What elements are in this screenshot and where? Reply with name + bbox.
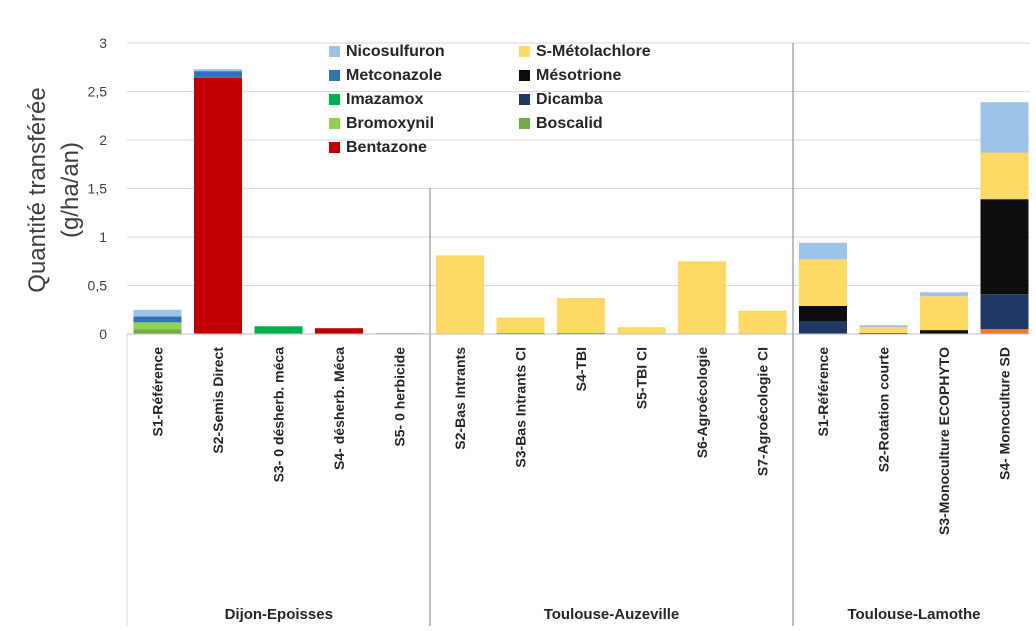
bar-segment-s-m-tolachlore <box>496 317 545 334</box>
legend-swatch <box>519 46 530 57</box>
y-axis-unit-label: (g/ha/an) <box>57 142 84 238</box>
group-label: Toulouse-Lamothe <box>847 606 980 623</box>
y-tick-label: 3 <box>99 35 107 51</box>
x-tick-label: S2-Semis Direct <box>210 347 226 454</box>
x-tick-label: S3- 0 désherb. méca <box>271 347 287 483</box>
x-tick-label: S2-Rotation courte <box>876 347 892 472</box>
bar-segment-nicosulfuron <box>920 292 968 297</box>
legend-swatch <box>329 70 340 81</box>
y-axis-label: Quantité transférée <box>24 87 51 292</box>
bar-segment-dicamba <box>980 294 1029 330</box>
bar-segment-other <box>980 329 1029 334</box>
legend-label: Bentazone <box>346 139 427 156</box>
x-tick-label: S2-Bas Intrants <box>452 347 468 450</box>
y-tick-label: 0 <box>99 326 107 342</box>
bar-segment-metconazole <box>194 71 242 78</box>
bar-segment-s-m-tolachlore <box>557 298 605 334</box>
legend-label: Mésotrione <box>536 67 621 84</box>
x-tick-label: S4- Monoculture SD <box>997 347 1013 480</box>
bar-segment-nicosulfuron <box>194 69 242 72</box>
legend-label: Bromoxynil <box>346 115 434 132</box>
y-tick-label: 0,5 <box>88 278 108 294</box>
x-tick-label: S5- 0 herbicide <box>392 347 408 447</box>
legend-label: Dicamba <box>536 91 603 108</box>
bar-segment-nicosulfuron <box>133 309 182 317</box>
bar-segment-nicosulfuron <box>799 242 847 260</box>
bar-segment-m-sotrione <box>920 330 968 334</box>
legend: Nicosulfuron S-Métolachlore Metconazole Més… <box>329 43 651 156</box>
y-tick-label: 1 <box>99 229 107 245</box>
legend-swatch <box>519 118 530 129</box>
bar-segment-s-m-tolachlore <box>738 310 787 334</box>
bar-segment-s-m-tolachlore <box>436 255 484 334</box>
legend-label: Imazamox <box>346 91 423 108</box>
legend-swatch <box>329 94 340 105</box>
legend-label: S-Métolachlore <box>536 43 651 60</box>
bar-segment-metconazole <box>133 316 182 323</box>
bar-segment-nicosulfuron <box>980 102 1029 153</box>
x-tick-label: S6-Agroécologie <box>694 347 710 458</box>
x-tick-label: S4- désherb. Méca <box>331 347 347 470</box>
bar-segment-s-m-tolachlore <box>799 259 847 306</box>
x-tick-label: S5-TBI CI <box>634 347 650 409</box>
group-label: Toulouse-Auzeville <box>544 606 680 623</box>
legend-label: Nicosulfuron <box>346 43 445 60</box>
legend-swatch <box>329 118 340 129</box>
x-tick-label: S3-Monoculture ECOPHYTO <box>936 347 952 535</box>
bar-segment-bentazone <box>315 328 363 334</box>
legend-swatch <box>329 46 340 57</box>
bar-segment-dicamba <box>799 321 847 334</box>
legend-swatch <box>519 94 530 105</box>
legend-label: Metconazole <box>346 67 442 84</box>
axes: 0 0,5 1 1,5 2 2,5 3 S1-Référence S2-Semis Direct… <box>88 35 1030 623</box>
bar-segment-boscalid <box>133 329 182 334</box>
y-tick-label: 1,5 <box>88 181 108 197</box>
bar-segment-s-m-tolachlore <box>980 152 1029 200</box>
y-tick-label: 2 <box>99 132 107 148</box>
bar-segment-m-sotrione <box>799 305 847 322</box>
legend-swatch <box>519 70 530 81</box>
group-label: Dijon-Epoisses <box>225 606 333 623</box>
bar-segment-imazamox <box>254 326 303 334</box>
x-tick-label: S3-Bas Intrants CI <box>513 347 529 468</box>
bar-segment-s-m-tolachlore <box>859 327 908 334</box>
bar-segment-bromoxynil <box>133 322 182 330</box>
bars <box>133 69 1029 335</box>
bar-segment-s-m-tolachlore <box>617 327 666 334</box>
bar-segment-bentazone <box>194 77 242 335</box>
x-tick-label: S7-Agroécologie CI <box>755 347 771 476</box>
legend-swatch <box>329 142 340 153</box>
x-tick-label: S1-Référence <box>150 347 166 437</box>
gridlines <box>127 42 1030 286</box>
y-tick-label: 2,5 <box>88 84 108 100</box>
bar-segment-s-m-tolachlore <box>920 296 968 331</box>
legend-label: Boscalid <box>536 115 603 132</box>
bar-segment-nicosulfuron <box>859 325 908 328</box>
x-tick-label: S4-TBI <box>573 347 589 391</box>
bar-segment-s-m-tolachlore <box>678 261 726 334</box>
bar-segment-m-sotrione <box>980 199 1029 295</box>
x-tick-label: S1-Référence <box>815 347 831 437</box>
